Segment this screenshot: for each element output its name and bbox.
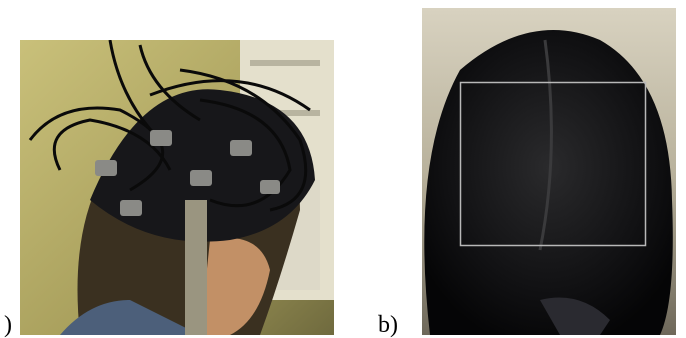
page: ) b) (() => { const data = JSON.parse(do… [0,0,686,338]
photo-eeg-cap [20,40,334,335]
panel-label: b) [378,312,398,338]
figure: ) b) [0,0,686,338]
panel-label: ) [4,312,12,338]
photo-head-top [422,8,676,335]
